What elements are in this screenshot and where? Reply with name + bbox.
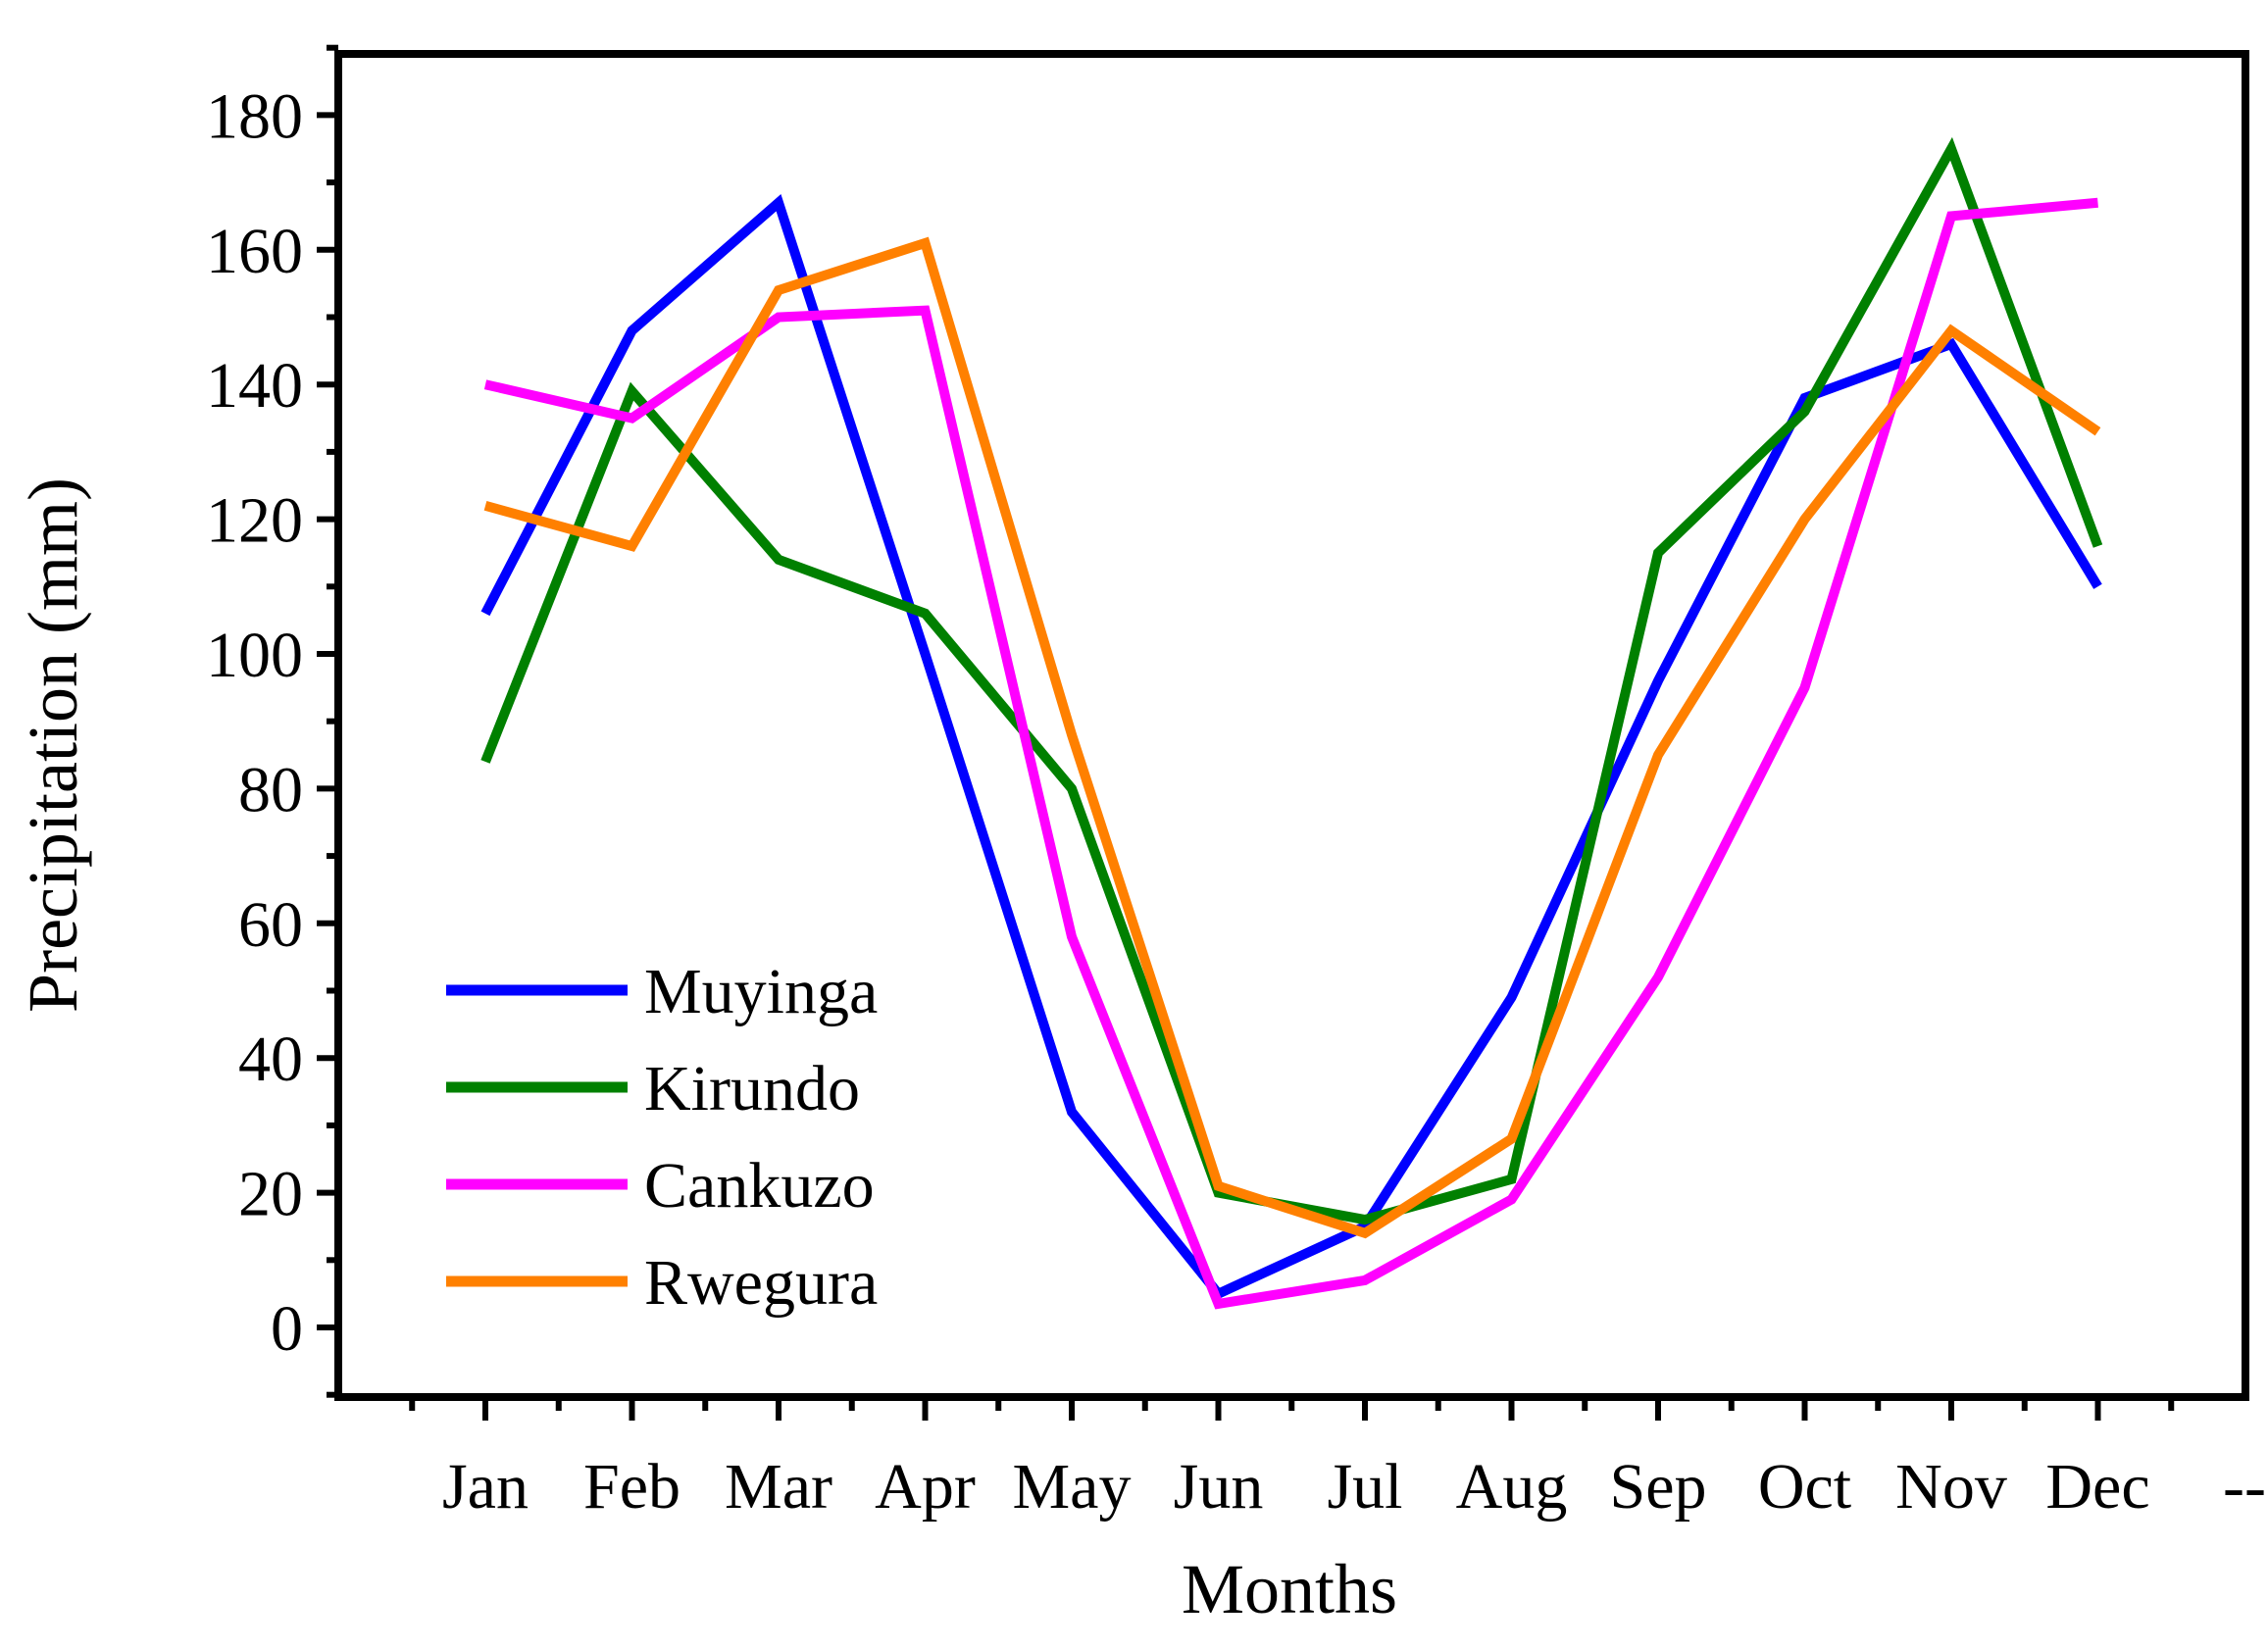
series-layer xyxy=(480,136,2103,1310)
y-tick-label: 0 xyxy=(271,1293,303,1365)
legend-label-cankuzo: Cankuzo xyxy=(644,1150,875,1222)
x-tick-label: Sep xyxy=(1610,1451,1707,1523)
x-tick-label: Apr xyxy=(875,1451,976,1523)
series-line-rwegura xyxy=(483,236,2101,1239)
x-axis-title: Months xyxy=(1182,1550,1397,1628)
x-tick-label: Nov xyxy=(1895,1451,2007,1523)
x-tick-label: Jun xyxy=(1174,1451,1264,1523)
x-tick-label: May xyxy=(1013,1451,1132,1523)
legend: Muyinga Kirundo Cankuzo Rwegura xyxy=(446,956,878,1319)
x-tick-label: Oct xyxy=(1758,1451,1851,1523)
x-tick-label: -- xyxy=(2223,1451,2266,1523)
axes-layer: 0 20 40 60 80 100 120 140 160 180 Jan Feb Mar Apr May J… xyxy=(206,44,2266,1523)
x-tick-label: Mar xyxy=(725,1451,832,1523)
y-tick-label: 80 xyxy=(238,754,303,825)
x-tick-label: Dec xyxy=(2045,1451,2149,1523)
x-tick-label: Jul xyxy=(1327,1451,1402,1523)
series-line-muyinga xyxy=(480,193,2102,1300)
legend-label-rwegura: Rwegura xyxy=(644,1247,878,1319)
y-tick-label: 100 xyxy=(206,620,303,691)
legend-label-muyinga: Muyinga xyxy=(644,956,878,1027)
y-tick-label: 40 xyxy=(238,1024,303,1095)
y-tick-label: 20 xyxy=(238,1159,303,1230)
y-tick-label: 180 xyxy=(206,80,303,152)
y-tick-label: 60 xyxy=(238,889,303,961)
y-tick-label: 160 xyxy=(206,216,303,287)
x-tick-label: Jan xyxy=(442,1451,529,1523)
x-tick-label: Aug xyxy=(1456,1451,1568,1523)
y-tick-label: 120 xyxy=(206,485,303,557)
y-tick-label: 140 xyxy=(206,350,303,422)
legend-label-kirundo: Kirundo xyxy=(644,1053,860,1124)
x-tick-label: Feb xyxy=(583,1451,680,1523)
y-axis-title: Precipitation (mm) xyxy=(14,477,92,1013)
